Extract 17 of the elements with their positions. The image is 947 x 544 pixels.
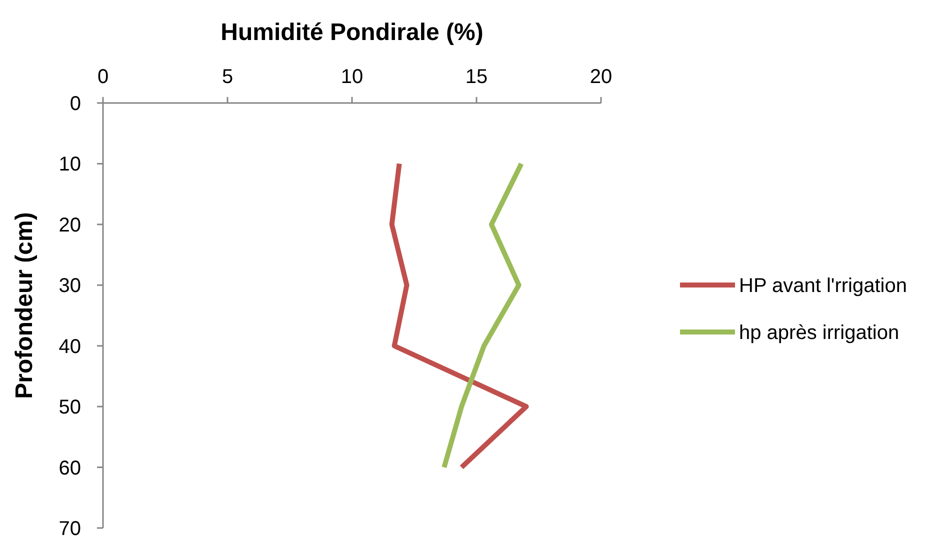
y-tick-label: 10: [58, 154, 81, 176]
legend-label: HP avant l'rrigation: [739, 275, 907, 297]
x-axis-title: Humidité Pondirale (%): [220, 19, 484, 46]
x-tick-label: 15: [465, 66, 488, 88]
y-tick-label: 40: [58, 336, 81, 358]
y-tick-label: 30: [58, 275, 81, 298]
y-tick-label: 50: [58, 396, 81, 419]
y-tick-label: 70: [58, 518, 81, 540]
x-tick-label: 20: [590, 66, 612, 88]
x-tick-label: 10: [340, 66, 364, 88]
y-tick-label: 60: [58, 457, 81, 480]
y-tick-label: 20: [58, 214, 81, 236]
y-tick-label: 0: [70, 93, 81, 115]
x-tick-label: 5: [222, 66, 234, 88]
legend-label: hp après irrigation: [739, 322, 900, 344]
y-axis-title: Profondeur (cm): [11, 212, 38, 399]
x-tick-label: 0: [97, 66, 109, 88]
